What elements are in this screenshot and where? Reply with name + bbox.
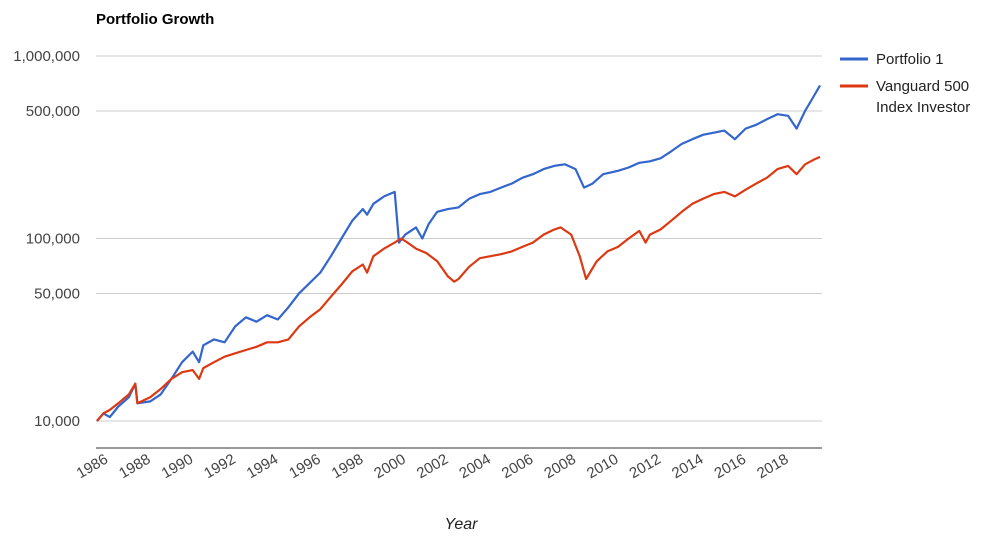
x-tick-label: 2002 <box>414 451 451 482</box>
y-tick-label: 100,000 <box>26 231 80 248</box>
legend-item-2[interactable]: Vanguard 500 Index Investor <box>840 78 970 116</box>
x-tick-label: 2006 <box>499 451 536 482</box>
x-tick-label: 2000 <box>371 451 408 482</box>
x-tick-label: 1994 <box>244 451 281 482</box>
x-tick-label: 2014 <box>669 451 706 482</box>
legend-item-1[interactable]: Portfolio 1 <box>840 51 944 68</box>
x-tick-label: 2016 <box>712 451 749 482</box>
legend-label: Vanguard 500 Index Investor <box>876 78 970 116</box>
series-line-2 <box>96 155 821 422</box>
x-axis-label: Year <box>445 516 479 533</box>
x-tick-label: 2018 <box>754 451 791 482</box>
x-tick-label: 1990 <box>159 451 196 482</box>
legend-label: Portfolio 1 <box>876 51 944 68</box>
y-tick-label: 1,000,000 <box>13 48 80 65</box>
chart-title: Portfolio Growth <box>96 11 214 28</box>
x-tick-label: 2008 <box>541 451 578 482</box>
x-axis-tick-labels: 1986 1988 1990 1992 1994 1996 1998 2000 2002 2004… <box>74 451 792 482</box>
x-tick-label: 1986 <box>74 451 111 482</box>
x-tick-label: 1996 <box>286 451 323 482</box>
legend[interactable]: Portfolio 1 Vanguard 500 Index Investor <box>840 51 970 116</box>
y-tick-label: 50,000 <box>34 285 80 302</box>
series-lines <box>96 84 821 422</box>
x-tick-label: 2004 <box>456 451 493 482</box>
y-tick-label: 500,000 <box>26 103 80 120</box>
x-tick-label: 1998 <box>329 451 366 482</box>
x-tick-label: 1988 <box>116 451 153 482</box>
y-tick-label: 10,000 <box>34 413 80 430</box>
series-line-1 <box>96 84 821 422</box>
x-tick-label: 2010 <box>584 451 621 482</box>
x-tick-label: 2012 <box>626 451 663 482</box>
y-axis-tick-labels: 10,000 50,000 100,000 500,000 1,000,000 <box>13 48 80 430</box>
gridlines <box>96 55 822 449</box>
x-tick-label: 1992 <box>201 451 238 482</box>
